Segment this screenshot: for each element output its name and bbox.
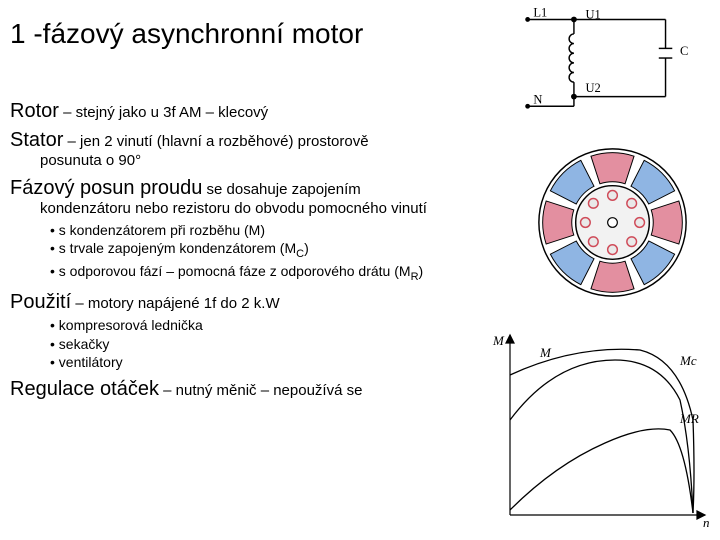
- torque-graph: M n M Mc MR: [485, 325, 715, 535]
- stator-section: Stator – jen 2 vinutí (hlavní a rozběhov…: [10, 129, 500, 171]
- list-item: s kondenzátorem při rozběhu (M): [50, 221, 500, 240]
- curve-label-m: M: [539, 345, 552, 360]
- cross-section-diagram: [535, 145, 690, 300]
- label-c: C: [680, 44, 688, 58]
- curve-label-mr: MR: [679, 411, 699, 426]
- usage-bullets: kompresorová lednička sekačky ventilátor…: [10, 316, 500, 373]
- stator-desc: – jen 2 vinutí (hlavní a rozběhové) pros…: [63, 133, 368, 150]
- speed-desc: – nutný měnič – nepoužívá se: [159, 382, 362, 399]
- speed-section: Regulace otáček – nutný měnič – nepoužív…: [10, 378, 500, 401]
- main-text: Rotor – stejný jako u 3f AM – klecový St…: [10, 100, 500, 407]
- rotor-section: Rotor – stejný jako u 3f AM – klecový: [10, 100, 500, 123]
- label-u1: U1: [586, 8, 601, 22]
- phase-bullets: s kondenzátorem při rozběhu (M) s trvale…: [10, 221, 500, 285]
- list-item: s trvale zapojeným kondenzátorem (MC): [50, 239, 500, 262]
- label-l1: L1: [533, 6, 547, 20]
- graph-xlabel: n: [703, 515, 710, 530]
- label-n: N: [533, 92, 542, 106]
- page-title: 1 -fázový asynchronní motor: [10, 18, 363, 50]
- usage-section: Použití – motory napájené 1f do 2 k.W ko…: [10, 291, 500, 373]
- list-item: s odporovou fází – pomocná fáze z odporo…: [50, 262, 500, 285]
- list-item: sekačky: [50, 335, 500, 354]
- stator-cont: posunuta o 90°: [10, 152, 500, 171]
- label-u2: U2: [586, 81, 601, 95]
- rotor-term: Rotor: [10, 100, 59, 122]
- stator-term: Stator: [10, 129, 63, 151]
- speed-term: Regulace otáček: [10, 378, 159, 400]
- usage-desc: – motory napájené 1f do 2 k.W: [71, 295, 279, 312]
- phase-term: Fázový posun proudu: [10, 177, 202, 199]
- phase-section: Fázový posun proudu se dosahuje zapojení…: [10, 177, 500, 285]
- list-item: ventilátory: [50, 353, 500, 372]
- phase-desc: se dosahuje zapojením: [202, 181, 360, 198]
- phase-cont: kondenzátoru nebo rezistoru do obvodu po…: [10, 200, 500, 219]
- circuit-diagram: L1 U1 U2 N C: [515, 5, 710, 140]
- rotor-desc: – stejný jako u 3f AM – klecový: [59, 104, 268, 121]
- list-item: kompresorová lednička: [50, 316, 500, 335]
- curve-label-mc: Mc: [679, 353, 697, 368]
- usage-term: Použití: [10, 291, 71, 313]
- graph-ylabel: M: [492, 333, 505, 348]
